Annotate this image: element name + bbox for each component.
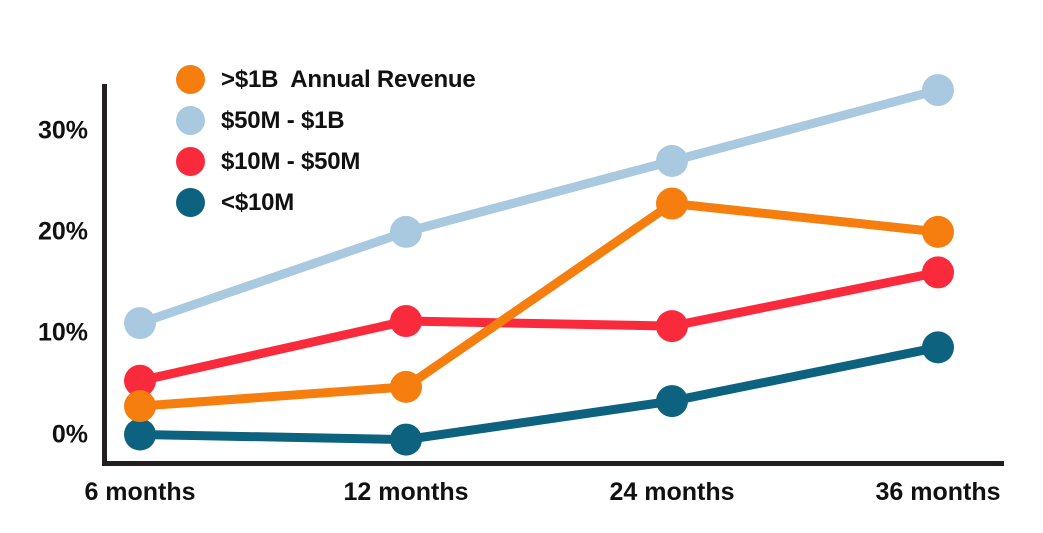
series-line <box>135 267 943 386</box>
data-point-marker[interactable] <box>124 307 156 340</box>
x-axis-tick-label: 24 months <box>609 478 735 506</box>
chart-series <box>124 74 954 340</box>
data-point-marker[interactable] <box>656 310 688 343</box>
y-axis-tick-label: 20% <box>37 217 88 246</box>
data-point-marker[interactable] <box>922 256 954 289</box>
x-axis-tick-label: 12 months <box>343 478 469 506</box>
legend-item[interactable]: >$1B Annual Revenue <box>176 60 476 99</box>
series-line <box>135 199 943 411</box>
legend-item[interactable]: $10M - $50M <box>176 142 476 181</box>
data-point-marker[interactable] <box>656 385 688 418</box>
axis-layer <box>102 84 1004 466</box>
data-point-marker[interactable] <box>390 305 422 338</box>
data-point-marker[interactable] <box>124 364 156 397</box>
chart-series <box>124 256 954 397</box>
chart-series <box>124 331 954 456</box>
legend-item-label: >$1B Annual Revenue <box>221 65 476 93</box>
y-axis-tick-label: 30% <box>37 116 88 145</box>
data-point-marker[interactable] <box>656 144 688 177</box>
legend-item-label: $50M - $1B <box>221 106 345 134</box>
data-point-marker[interactable] <box>922 331 954 364</box>
data-point-marker[interactable] <box>922 215 954 248</box>
data-point-marker[interactable] <box>656 187 688 220</box>
legend-swatch-circle-icon <box>176 147 205 176</box>
legend-item[interactable]: $50M - $1B <box>176 101 476 140</box>
y-axis-tick-label: 10% <box>37 318 88 347</box>
data-point-marker[interactable] <box>124 418 156 451</box>
series-line <box>135 85 943 328</box>
data-point-marker[interactable] <box>390 370 422 403</box>
x-axis-tick-label: 6 months <box>84 478 196 506</box>
legend-item[interactable]: <$10M <box>176 183 476 222</box>
legend-item-label: <$10M <box>221 188 295 216</box>
data-point-marker[interactable] <box>922 74 954 107</box>
chart-legend: >$1B Annual Revenue $50M - $1B $10M - $50M… <box>176 60 476 222</box>
legend-item-label: $10M - $50M <box>221 147 361 175</box>
legend-swatch-circle-icon <box>176 65 205 94</box>
data-point-marker[interactable] <box>390 215 422 248</box>
data-point-marker[interactable] <box>390 423 422 456</box>
data-point-marker[interactable] <box>124 390 156 423</box>
chart-series <box>124 187 954 423</box>
legend-swatch-circle-icon <box>176 106 205 135</box>
series-line <box>135 342 943 445</box>
series-layer <box>124 74 954 456</box>
y-axis-tick-label: 0% <box>51 420 88 448</box>
x-axis-tick-label: 36 months <box>875 478 1001 506</box>
legend-swatch-circle-icon <box>176 188 205 217</box>
y-axis-tick-labels: 0% 10% 20% 30% <box>0 0 88 533</box>
